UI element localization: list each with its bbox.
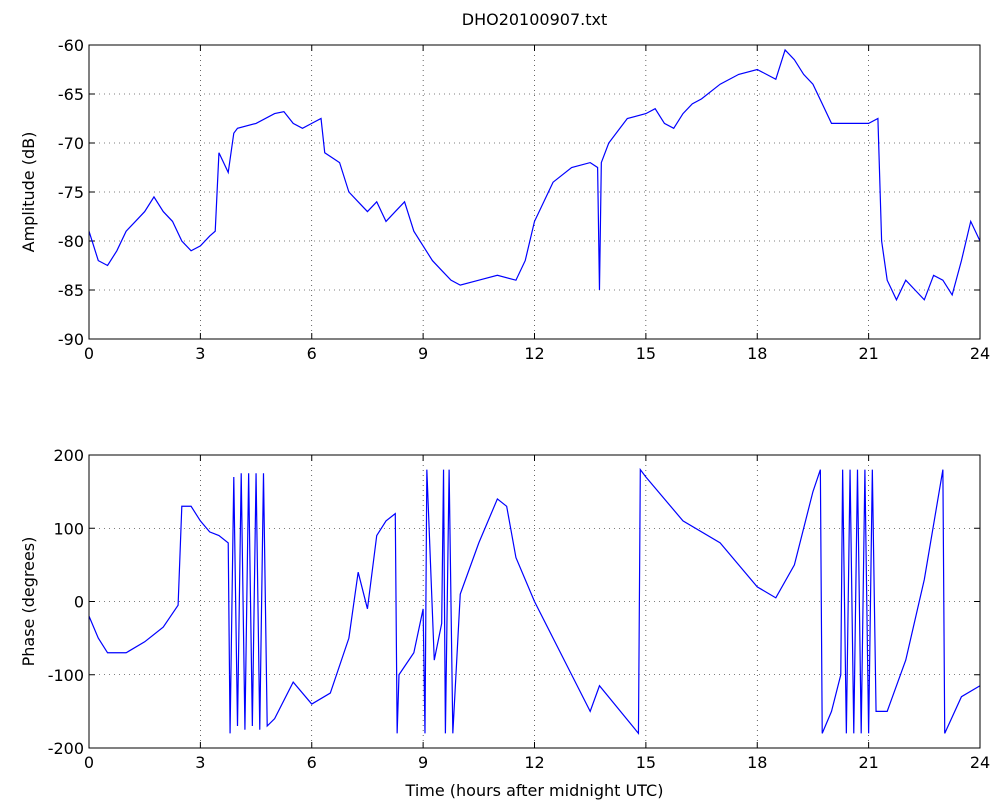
x-tick-label: 6 — [307, 344, 317, 363]
axes-frame — [88, 44, 981, 340]
data-line — [88, 467, 981, 736]
x-tick-label: 18 — [747, 344, 767, 363]
x-tick-label: 21 — [858, 753, 878, 772]
y-tick-label: -100 — [48, 666, 84, 685]
x-tick-label: 18 — [747, 753, 767, 772]
x-tick-label: 15 — [636, 753, 656, 772]
y-tick-label: -80 — [58, 232, 84, 251]
y-tick-label: -65 — [58, 85, 84, 104]
y-axis-label: Phase (degrees) — [19, 537, 38, 667]
data-line — [88, 48, 981, 302]
x-tick-label: 12 — [524, 344, 544, 363]
x-tick-label: 0 — [84, 753, 94, 772]
x-tick-label: 12 — [524, 753, 544, 772]
x-tick-label: 24 — [970, 344, 990, 363]
chart-title: DHO20100907.txt — [462, 10, 607, 29]
x-tick-label: 15 — [636, 344, 656, 363]
y-tick-label: 200 — [53, 446, 84, 465]
y-tick-label: -60 — [58, 36, 84, 55]
x-tick-label: 9 — [418, 344, 428, 363]
x-tick-label: 6 — [307, 753, 317, 772]
x-tick-label: 21 — [858, 344, 878, 363]
x-tick-label: 9 — [418, 753, 428, 772]
y-tick-label: -90 — [58, 330, 84, 349]
x-axis-label: Time (hours after midnight UTC) — [405, 781, 664, 800]
y-tick-label: -85 — [58, 281, 84, 300]
x-tick-label: 3 — [195, 344, 205, 363]
x-tick-label: 3 — [195, 753, 205, 772]
y-tick-label: -70 — [58, 134, 84, 153]
x-tick-label: 0 — [84, 344, 94, 363]
y-tick-label: 100 — [53, 519, 84, 538]
y-tick-label: -200 — [48, 739, 84, 758]
y-axis-label: Amplitude (dB) — [19, 132, 38, 253]
y-tick-label: 0 — [74, 593, 84, 612]
x-tick-label: 24 — [970, 753, 990, 772]
axes-frame — [88, 454, 981, 749]
y-tick-label: -75 — [58, 183, 84, 202]
